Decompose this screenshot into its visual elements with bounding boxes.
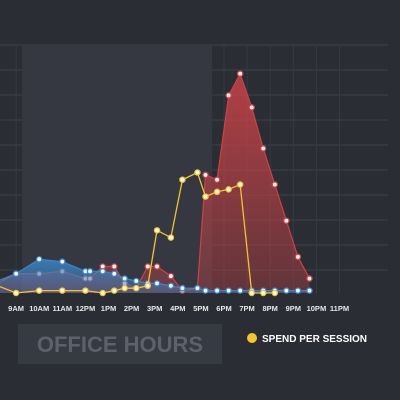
x-tick-label: 6PM	[216, 304, 231, 313]
data-point-yellow	[167, 234, 175, 241]
data-point-red	[144, 263, 152, 270]
x-tick-label: 5PM	[193, 304, 208, 313]
data-point-red	[260, 145, 267, 152]
data-point-blue	[121, 275, 128, 282]
data-point-blue	[35, 256, 43, 263]
data-point-blue	[167, 282, 175, 290]
data-point-yellow	[179, 176, 186, 183]
data-point-blue	[179, 284, 186, 292]
data-point-yellow	[194, 169, 201, 176]
x-tick-label: 9PM	[286, 304, 301, 313]
data-point-yellow	[59, 287, 66, 294]
data-point-blue	[306, 287, 313, 294]
data-point-blue	[86, 268, 94, 275]
data-point-yellow	[260, 289, 267, 297]
data-point-blue	[194, 284, 201, 292]
data-point-red	[202, 171, 209, 179]
data-point-blue	[202, 287, 209, 294]
data-point-blue	[12, 270, 20, 277]
legend-label-spend: SPEND PER SESSION	[262, 334, 367, 345]
data-point-red	[236, 70, 244, 77]
data-point-yellow	[202, 193, 209, 200]
series-area-red	[0, 73, 310, 293]
data-point-yellow	[111, 287, 118, 294]
x-tick-label: 1PM	[101, 304, 116, 313]
data-point-yellow	[144, 282, 152, 290]
data-point-red	[111, 263, 118, 270]
x-tick-label: 11PM	[330, 304, 349, 313]
data-point-yellow	[213, 188, 221, 196]
data-point-red	[294, 253, 302, 261]
data-point-blue	[111, 270, 118, 277]
data-point-red	[248, 104, 255, 111]
data-point-blue	[236, 287, 244, 294]
data-point-red	[167, 272, 175, 280]
x-tick-label: 10PM	[307, 304, 327, 313]
data-point-yellow	[35, 287, 43, 294]
data-point-blue	[99, 268, 106, 275]
x-tick-label: 7PM	[239, 304, 254, 313]
x-tick-label: 3PM	[147, 304, 162, 313]
data-point-yellow	[236, 181, 244, 188]
data-point-blue	[225, 287, 232, 294]
x-tick-label: 8PM	[262, 304, 277, 313]
data-point-yellow	[82, 287, 89, 294]
data-point-yellow	[121, 284, 128, 292]
data-point-red	[213, 176, 221, 183]
data-point-blue	[213, 287, 221, 294]
office-hours-label: OFFICE HOURS	[37, 332, 203, 357]
data-point-red	[225, 92, 232, 99]
x-tick-label: 4PM	[170, 304, 185, 313]
series-area-blue	[0, 259, 310, 293]
office-hours-banner-bg	[18, 324, 222, 364]
data-point-yellow	[132, 284, 140, 292]
data-point-blue	[153, 280, 161, 287]
data-point-yellow	[12, 289, 20, 297]
data-point-red	[306, 275, 313, 282]
data-point-blue	[59, 258, 66, 265]
x-tick-label: 9AM	[8, 304, 24, 313]
x-tick-label: 2PM	[124, 304, 139, 313]
x-axis-ticks: 9AM 10AM 11AM 12PM 1PM 2PM 3PM 4PM 5PM 6PM 7PM 8PM 9…	[8, 304, 349, 313]
data-point-yellow	[225, 186, 232, 193]
x-tick-label: 11AM	[53, 304, 73, 313]
data-point-yellow	[153, 227, 161, 234]
x-tick-label: 10AM	[29, 304, 49, 313]
data-point-blue	[294, 287, 302, 294]
data-point-yellow	[271, 289, 279, 297]
data-point-blue	[132, 277, 140, 285]
data-point-red	[153, 263, 161, 270]
legend-marker-spend	[247, 333, 257, 343]
data-point-yellow	[99, 289, 106, 297]
office-hours-band	[22, 45, 213, 293]
data-point-red	[271, 181, 279, 188]
x-tick-label: 12PM	[76, 304, 96, 313]
series-layer	[0, 70, 313, 297]
data-point-blue	[283, 287, 290, 294]
data-point-yellow	[248, 289, 255, 297]
data-point-red	[283, 217, 290, 224]
